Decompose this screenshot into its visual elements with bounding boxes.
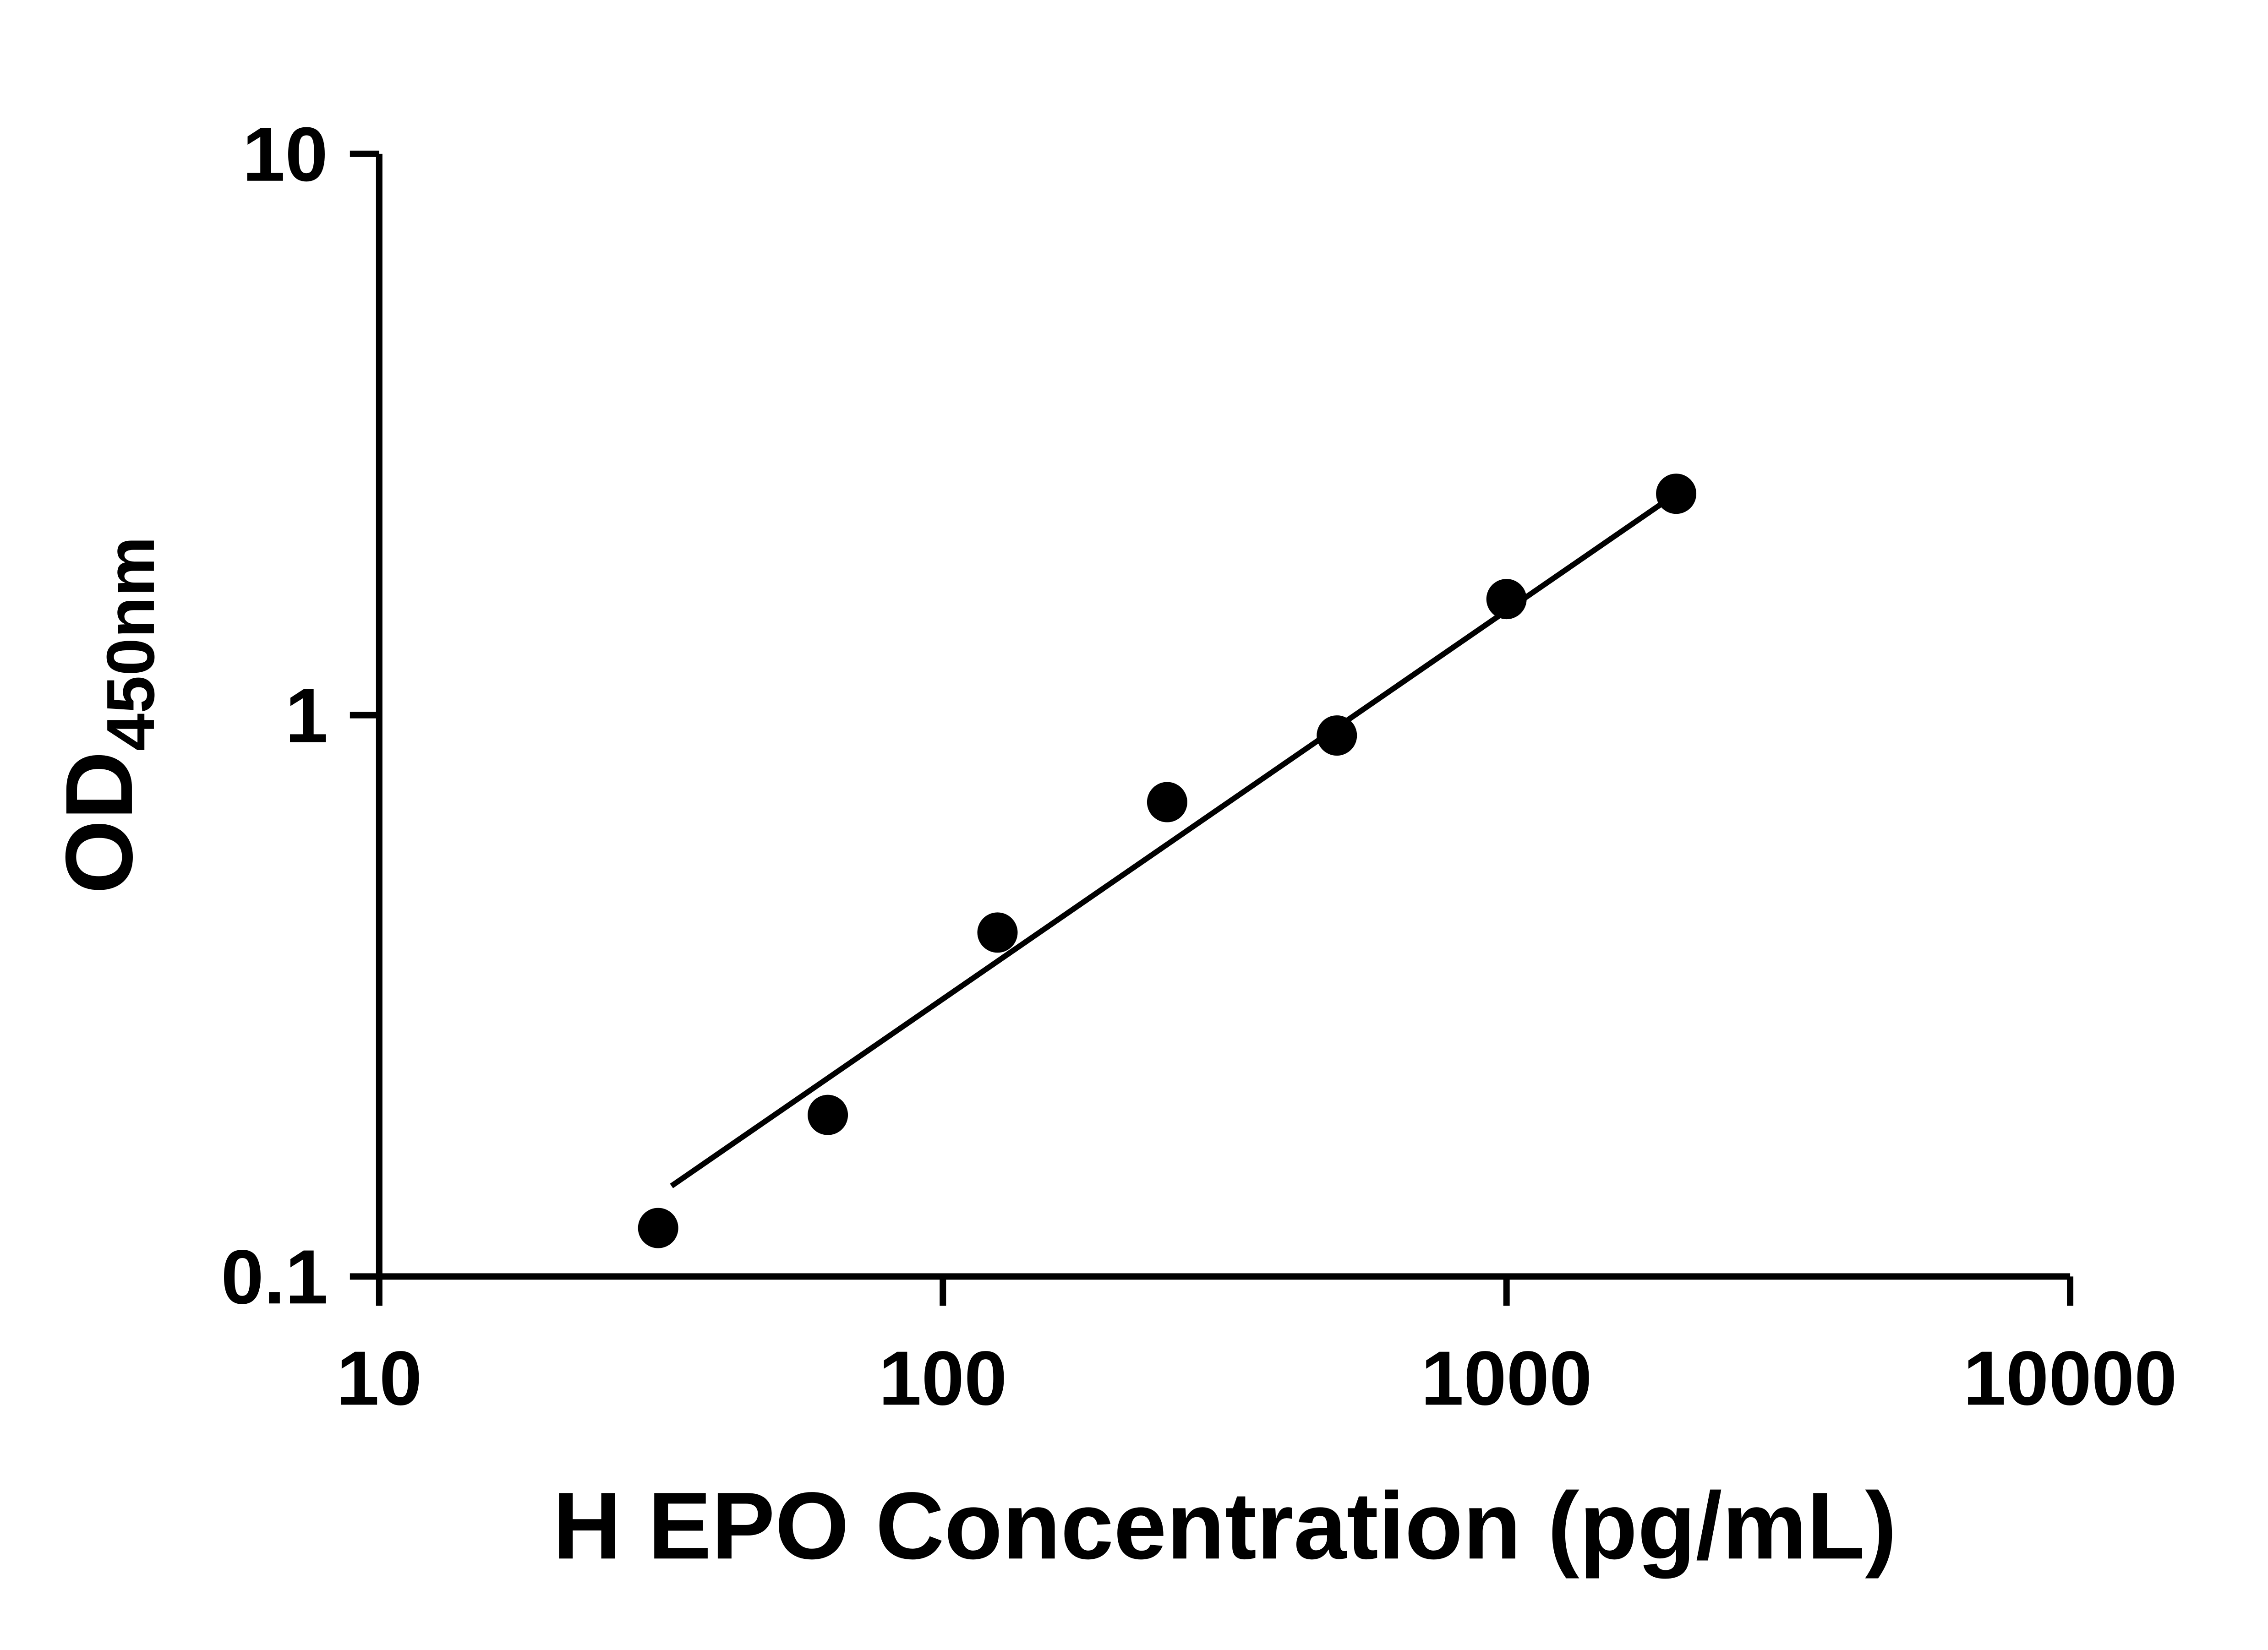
data-point [977, 912, 1018, 953]
x-tick-label: 1000 [1421, 1335, 1592, 1421]
x-axis-title: H EPO Concentration (pg/mL) [552, 1473, 1896, 1579]
axes [350, 150, 2074, 1306]
data-point [1317, 715, 1357, 756]
x-tick-labels: 10 100 1000 10000 [336, 1335, 2177, 1421]
y-axis-title-main: OD [46, 751, 153, 894]
data-point [1147, 782, 1187, 822]
y-axis-title-sub: 450nm [93, 536, 169, 751]
axis-spine [376, 153, 2071, 1280]
y-tick-labels: 0.1 1 10 [221, 111, 328, 1320]
data-points [638, 474, 1697, 1248]
x-tick-label: 10 [336, 1335, 422, 1421]
y-tick-label: 0.1 [221, 1234, 328, 1320]
y-axis-title: OD450nm [46, 536, 169, 894]
y-tick-label: 1 [285, 672, 328, 758]
y-tick-label: 10 [242, 111, 328, 197]
data-point [1656, 474, 1697, 514]
x-tick-label: 10000 [1963, 1335, 2177, 1421]
x-tick-label: 100 [879, 1335, 1007, 1421]
data-point [808, 1095, 848, 1135]
data-point [638, 1208, 678, 1248]
data-point [1486, 579, 1527, 620]
